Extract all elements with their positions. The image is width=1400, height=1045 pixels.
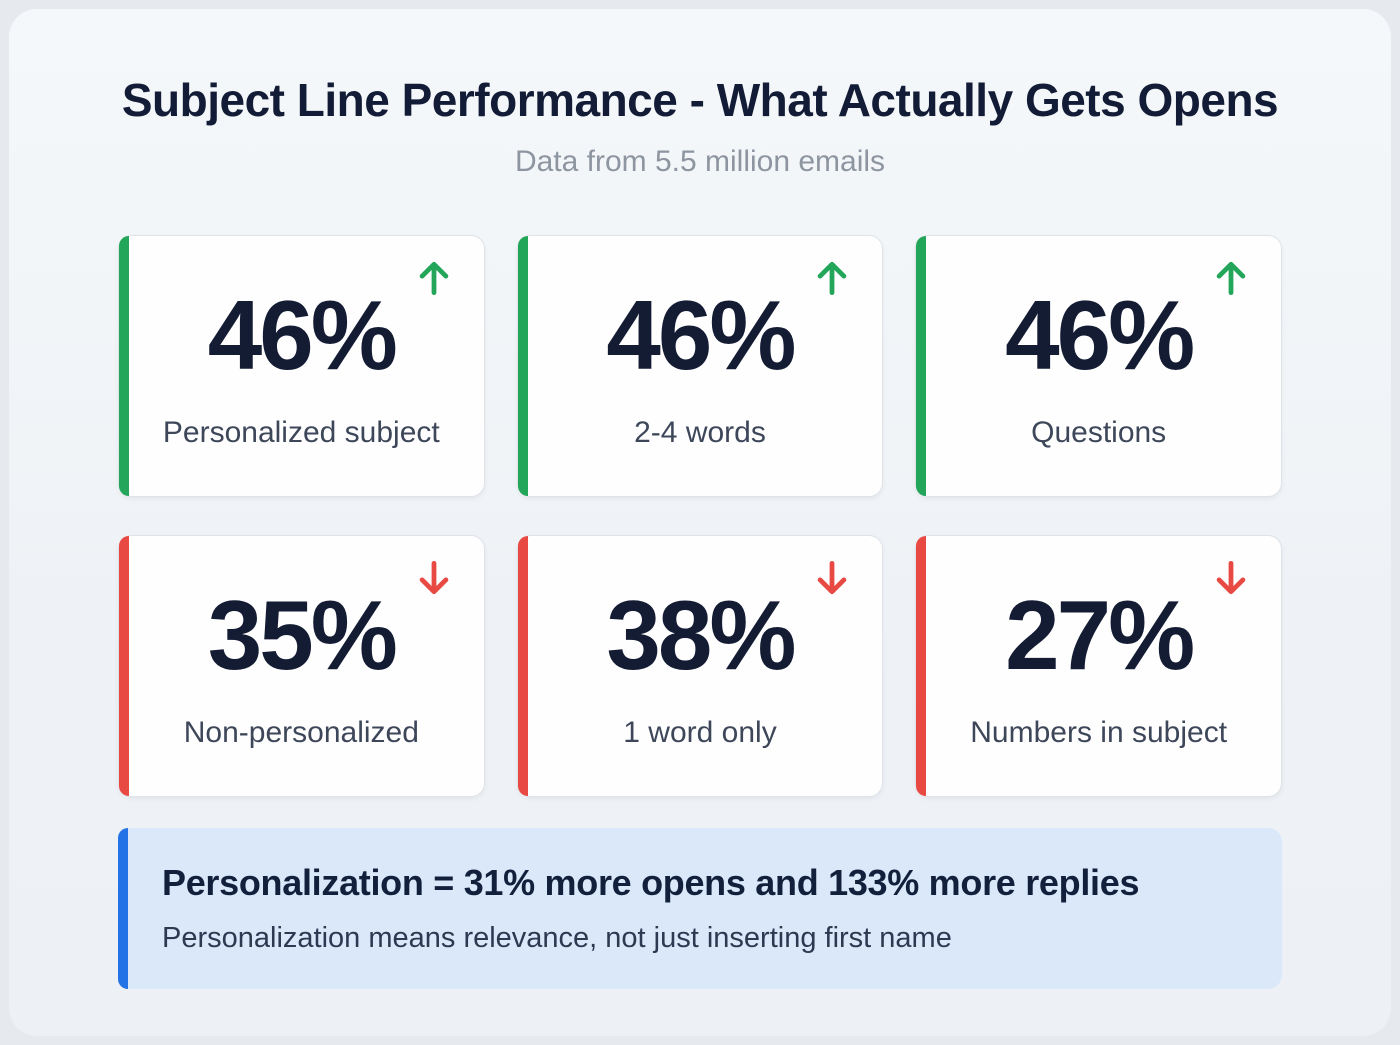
stat-value: 46%: [1005, 280, 1195, 390]
stat-label: 2-4 words: [634, 416, 766, 449]
stat-card-personalized-subject: 46% Personalized subject: [118, 235, 485, 497]
trend-down-icon: [1216, 560, 1246, 595]
stat-value: 27%: [1005, 580, 1195, 690]
stat-card-non-personalized: 35% Non-personalized: [118, 535, 485, 797]
callout-title: Personalization = 31% more opens and 133…: [162, 862, 1140, 903]
stat-label: Questions: [1031, 416, 1167, 449]
stat-card-1-word-only: 38% 1 word only: [516, 535, 884, 797]
trend-up-icon: [818, 261, 847, 296]
callout-personalization: Personalization = 31% more opens and 133…: [118, 828, 1282, 989]
trend-down-icon: [419, 560, 448, 595]
green-accent-bar: [517, 236, 528, 496]
stat-label: Numbers in subject: [970, 716, 1228, 749]
stats-grid: 46% Personalized subject 46% 2-4 words 4…: [118, 235, 1282, 797]
stat-label: 1 word only: [623, 716, 777, 749]
green-accent-bar: [119, 236, 129, 496]
stat-value: 46%: [606, 280, 796, 390]
trend-up-icon: [419, 261, 448, 296]
stat-value: 38%: [606, 580, 796, 690]
red-accent-bar: [916, 536, 927, 796]
red-accent-bar: [119, 536, 129, 796]
page-subtitle: Data from 5.5 million emails: [514, 145, 886, 178]
stat-card-numbers-in-subject: 27% Numbers in subject: [915, 535, 1282, 797]
stat-value: 35%: [207, 580, 398, 690]
red-accent-bar: [517, 536, 528, 796]
trend-up-icon: [1216, 261, 1246, 296]
stat-card-questions: 46% Questions: [915, 235, 1282, 497]
stat-value: 46%: [207, 280, 398, 390]
stat-label: Personalized subject: [162, 416, 440, 449]
infographic-panel: Subject Line Performance - What Actually…: [9, 9, 1391, 1036]
trend-down-icon: [818, 560, 847, 595]
stat-label: Non-personalized: [183, 716, 419, 749]
green-accent-bar: [916, 236, 927, 496]
page-title: Subject Line Performance - What Actually…: [121, 74, 1279, 126]
blue-accent-bar: [118, 828, 128, 989]
callout-subtitle: Personalization means relevance, not jus…: [162, 922, 952, 954]
stat-card-2-4-words: 46% 2-4 words: [516, 235, 884, 497]
